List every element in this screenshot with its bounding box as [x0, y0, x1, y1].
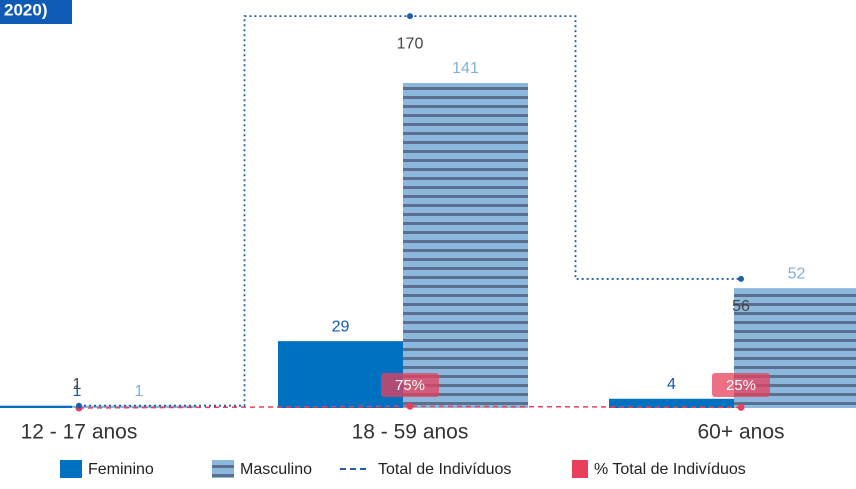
bar	[609, 398, 734, 408]
x-tick-label: 60+ anos	[698, 421, 785, 444]
data-label: 29	[332, 318, 350, 335]
bar	[403, 82, 528, 409]
percent-line	[78, 405, 742, 409]
legend-swatch	[60, 460, 82, 478]
data-label: 141	[452, 60, 479, 77]
total-point	[407, 13, 413, 20]
x-tick-label: 18 - 59 anos	[352, 421, 469, 444]
total-label: 56	[732, 298, 750, 315]
title-box	[0, 0, 72, 24]
x-tick-label: 12 - 17 anos	[21, 421, 138, 444]
percent-label: 75%	[395, 377, 425, 394]
legend-label: % Total de Indivíduos	[594, 461, 746, 478]
percent-point	[737, 403, 745, 411]
percent-point	[406, 402, 414, 410]
percent-label-box	[381, 373, 439, 397]
legend-label: Masculino	[240, 461, 312, 478]
data-label: 1	[73, 383, 82, 400]
percent-label-box	[712, 373, 770, 397]
legend-swatch	[572, 460, 588, 478]
legend-label: Feminino	[88, 461, 154, 478]
total-label: 170	[397, 35, 424, 52]
total-label: 1	[73, 376, 82, 393]
bar	[72, 405, 197, 408]
total-point	[76, 402, 82, 409]
data-label: 52	[788, 265, 806, 282]
bar	[0, 405, 72, 408]
data-label: 4	[667, 376, 676, 393]
legend-label: Total de Indivíduos	[378, 461, 511, 478]
percent-label: 25%	[726, 377, 756, 394]
chart-title: 2020)	[4, 0, 47, 19]
data-label: 1	[135, 383, 144, 400]
total-point	[738, 275, 744, 282]
legend-swatch	[212, 460, 234, 478]
